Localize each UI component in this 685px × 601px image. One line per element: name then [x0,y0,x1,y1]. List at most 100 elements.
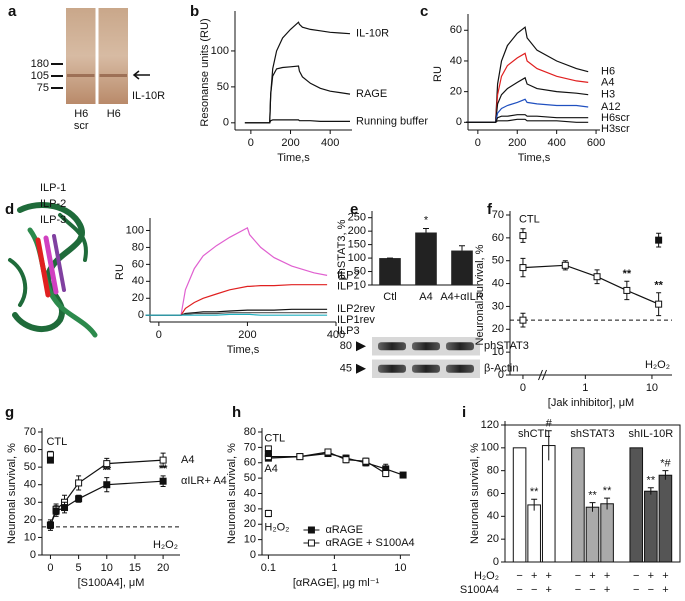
series-label: A12 [601,101,621,113]
blot-lane [98,8,128,104]
x-tick-label: 0 [475,137,481,149]
condition-sign: + [662,584,668,596]
y-tick-label: 50 [244,472,256,484]
y-tick-label: 40 [492,277,504,289]
y-tick-label: 50 [354,265,366,277]
annotation: ** [588,490,597,502]
x-tick-label: 0 [248,137,254,149]
y-tick-label: 0 [138,309,144,321]
data-point [159,456,167,464]
condition-sign: − [516,570,522,582]
series-label: H6scr [601,112,630,124]
data-point [324,448,332,456]
x-axis-label: [S100A4], μM [78,577,145,589]
y-axis-label: Neuronal survival, % [6,443,18,544]
series-label: H3 [601,89,615,101]
series-label: ILP1rev [337,314,375,326]
condition-sign: + [546,570,552,582]
data-point [593,273,601,281]
y-tick-label: 10 [24,531,36,543]
data-point [46,521,54,529]
panel-letter: c [420,3,428,20]
y-tick-label: 60 [132,258,144,270]
x-tick-label: 400 [327,329,345,341]
x-tick-label: 600 [587,137,605,149]
group-label: shSTAT3 [570,428,614,440]
blot-band [412,364,440,373]
condition-sign: − [575,584,581,596]
y-tick-label: 50 [492,255,504,267]
data-point [342,456,350,464]
condition-sign: − [516,584,522,596]
y-tick-label: 20 [24,514,36,526]
lane-label: scr [74,120,89,132]
y-tick-label: 0 [30,549,36,561]
error-bar [545,430,552,461]
y-tick-label: 250 [348,212,366,224]
error-bar [459,245,465,251]
series-line [244,21,351,124]
y-tick-label: 0 [498,369,504,381]
marker-label: 105 [31,70,49,82]
bar [379,258,401,285]
series-line [145,284,328,316]
y-tick-label: 0 [250,549,256,561]
data-point [519,316,527,324]
x-tick-label: A4+αILR [440,291,483,303]
blot-band [67,74,95,77]
marker-label: 75 [37,82,49,94]
x-tick-label: A4 [419,291,432,303]
y-tick-label: 150 [348,239,366,251]
blot-band [446,342,474,351]
x-tick-label: 0.1 [261,562,276,574]
structure-label: ILP-1 [40,182,66,194]
series-label: A4 [601,77,614,89]
y-tick-label: 20 [450,86,462,98]
y-tick-label: 200 [348,225,366,237]
y-tick-label: 120 [481,419,499,431]
error-bar [423,227,429,233]
blot-lane [66,8,96,104]
y-tick-label: 10 [492,346,504,358]
data-point [75,479,83,487]
annotation: ** [159,463,168,475]
blot-band [99,74,127,77]
y-tick-label: 0 [223,117,229,129]
x-tick-label: 200 [281,137,299,149]
x-tick-label: 5 [76,562,82,574]
bar [415,232,437,285]
bar [600,503,614,563]
y-tick-label: 60 [492,232,504,244]
annotation: ** [530,486,539,498]
y-tick-label: 60 [450,24,462,36]
x-tick-label: 400 [321,137,339,149]
series-label: A4 [181,454,194,466]
condition-sign: + [531,570,537,582]
annotation: IL-10R [132,90,165,102]
data-point [103,460,111,468]
marker-label: 45 [340,363,352,375]
condition-sign: + [546,584,552,596]
group-label: shIL-10R [629,428,674,440]
annotation: ** [647,475,656,487]
y-tick-label: 40 [487,510,499,522]
data-point [382,470,390,478]
condition-sign: + [604,584,610,596]
blot-band [378,364,406,373]
series-line [244,65,351,124]
panel-letter: a [8,3,17,20]
series-label: Running buffer [356,115,428,127]
data-point [655,300,663,308]
point-label: CTL [46,436,67,448]
x-tick-label: 1 [331,562,337,574]
x-tick-label: 200 [238,329,256,341]
series-label: αILR+ A4 [181,475,227,487]
legend-label: αRAGE [325,524,363,536]
legend-marker [307,526,315,534]
note: H₂O₂ [153,539,178,551]
x-axis-label: [αRAGE], μg ml⁻¹ [293,577,380,589]
strand [43,235,59,295]
x-axis-label: Time,s [227,344,260,356]
